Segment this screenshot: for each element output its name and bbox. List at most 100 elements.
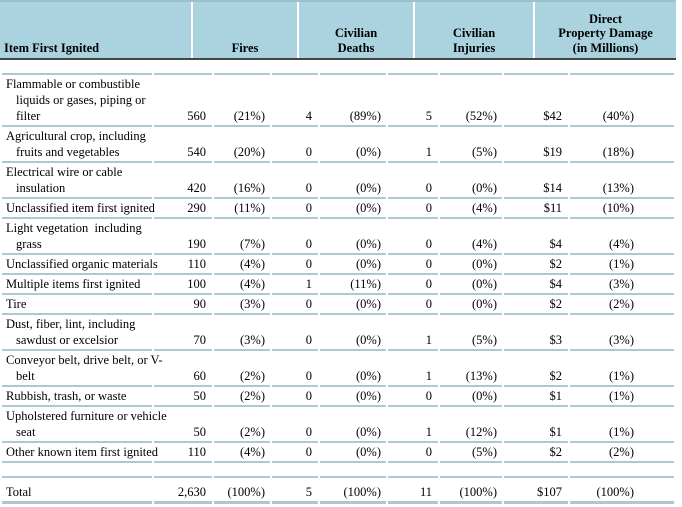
- damage-percent-cell: (13%): [570, 163, 674, 199]
- injuries-count-cell: 1: [388, 315, 438, 351]
- deaths-count-cell: 0: [272, 315, 318, 351]
- item-cell: Dust, fiber, lint, including sawdust or …: [2, 315, 152, 351]
- table-row: Dust, fiber, lint, including sawdust or …: [2, 315, 674, 351]
- fires-percent-cell: (4%): [214, 255, 270, 275]
- total-fires-percent-cell: (100%): [214, 478, 270, 504]
- damage-cell: $19: [504, 127, 568, 163]
- injuries-percent-cell: (0%): [440, 387, 502, 407]
- injuries-count-cell: 0: [388, 219, 438, 255]
- total-row: Total 2,630 (100%) 5 (100%) 11 (100%) $1…: [2, 478, 674, 504]
- injuries-percent-cell: (13%): [440, 351, 502, 387]
- item-cell: Conveyor belt, drive belt, or V- belt: [2, 351, 163, 387]
- damage-percent-cell: (1%): [570, 255, 674, 275]
- fires-count-cell: 190: [154, 219, 212, 255]
- injuries-count-cell: 0: [388, 387, 438, 407]
- deaths-count-cell: 0: [272, 199, 318, 219]
- injuries-count-cell: 0: [388, 443, 438, 463]
- fires-percent-cell: (2%): [214, 351, 270, 387]
- total-damage-cell: $107: [504, 478, 568, 504]
- damage-percent-cell: (3%): [570, 275, 674, 295]
- damage-cell: $14: [504, 163, 568, 199]
- deaths-count-cell: 0: [272, 127, 318, 163]
- table-row: Other known item first ignited 110 (4%) …: [2, 443, 674, 463]
- injuries-percent-cell: (4%): [440, 219, 502, 255]
- total-deaths-count-cell: 5: [272, 478, 318, 504]
- column-header-item-first-ignited: Item First Ignited: [0, 2, 191, 58]
- damage-cell: $1: [504, 407, 568, 443]
- deaths-count-cell: 0: [272, 163, 318, 199]
- total-injuries-count-cell: 11: [388, 478, 438, 504]
- injuries-percent-cell: (0%): [440, 255, 502, 275]
- deaths-percent-cell: (0%): [320, 443, 386, 463]
- damage-percent-cell: (3%): [570, 315, 674, 351]
- spacer-row: [2, 60, 674, 75]
- fires-count-cell: 110: [154, 255, 212, 275]
- damage-cell: $3: [504, 315, 568, 351]
- deaths-percent-cell: (89%): [320, 75, 386, 127]
- injuries-percent-cell: (5%): [440, 315, 502, 351]
- damage-percent-cell: (40%): [570, 75, 674, 127]
- damage-percent-cell: (4%): [570, 219, 674, 255]
- fires-count-cell: 60: [154, 351, 212, 387]
- damage-cell: $4: [504, 275, 568, 295]
- injuries-count-cell: 0: [388, 199, 438, 219]
- injuries-count-cell: 0: [388, 275, 438, 295]
- damage-percent-cell: (18%): [570, 127, 674, 163]
- damage-percent-cell: (1%): [570, 407, 674, 443]
- injuries-count-cell: 0: [388, 163, 438, 199]
- item-cell: Agricultural crop, including fruits and …: [2, 127, 152, 163]
- item-cell: Electrical wire or cable insulation: [2, 163, 152, 199]
- damage-percent-cell: (10%): [570, 199, 674, 219]
- table-row: Conveyor belt, drive belt, or V- belt 60…: [2, 351, 674, 387]
- fires-percent-cell: (2%): [214, 407, 270, 443]
- column-header-civilian-deaths: Civilian Deaths: [299, 2, 413, 58]
- injuries-count-cell: 1: [388, 407, 438, 443]
- fires-count-cell: 100: [154, 275, 212, 295]
- table-row: Multiple items first ignited 100 (4%) 1 …: [2, 275, 674, 295]
- deaths-count-cell: 1: [272, 275, 318, 295]
- table-row: Rubbish, trash, or waste 50 (2%) 0 (0%) …: [2, 387, 674, 407]
- deaths-percent-cell: (0%): [320, 199, 386, 219]
- deaths-count-cell: 0: [272, 443, 318, 463]
- deaths-count-cell: 0: [272, 387, 318, 407]
- damage-cell: $2: [504, 443, 568, 463]
- damage-percent-cell: (2%): [570, 443, 674, 463]
- injuries-percent-cell: (0%): [440, 163, 502, 199]
- injuries-percent-cell: (0%): [440, 275, 502, 295]
- total-injuries-percent-cell: (100%): [440, 478, 502, 504]
- item-cell: Upholstered furniture or vehicle seat: [2, 407, 167, 443]
- injuries-percent-cell: (5%): [440, 443, 502, 463]
- column-header-property-damage: Direct Property Damage (in Millions): [535, 2, 676, 58]
- deaths-percent-cell: (0%): [320, 127, 386, 163]
- fires-count-cell: 560: [154, 75, 212, 127]
- fires-count-cell: 110: [154, 443, 212, 463]
- damage-cell: $1: [504, 387, 568, 407]
- deaths-count-cell: 0: [272, 407, 318, 443]
- damage-cell: $42: [504, 75, 568, 127]
- damage-percent-cell: (2%): [570, 295, 674, 315]
- damage-percent-cell: (1%): [570, 351, 674, 387]
- fires-percent-cell: (4%): [214, 443, 270, 463]
- table-row: Unclassified organic materials 110 (4%) …: [2, 255, 674, 275]
- table-row: Upholstered furniture or vehicle seat 50…: [2, 407, 674, 443]
- table-row: Tire 90 (3%) 0 (0%) 0 (0%) $2 (2%): [2, 295, 674, 315]
- total-deaths-percent-cell: (100%): [320, 478, 386, 504]
- injuries-count-cell: 0: [388, 295, 438, 315]
- item-cell: Light vegetation including grass: [2, 219, 152, 255]
- injuries-percent-cell: (4%): [440, 199, 502, 219]
- deaths-count-cell: 4: [272, 75, 318, 127]
- item-cell: Other known item first ignited: [2, 443, 158, 463]
- total-damage-percent-cell: (100%): [570, 478, 674, 504]
- fires-count-cell: 540: [154, 127, 212, 163]
- table-header-row: Item First Ignited Fires Civilian Deaths…: [0, 0, 676, 60]
- damage-cell: $2: [504, 255, 568, 275]
- fires-count-cell: 290: [154, 199, 212, 219]
- total-label-cell: Total: [2, 478, 152, 504]
- injuries-percent-cell: (12%): [440, 407, 502, 443]
- table-row: Light vegetation including grass 190 (7%…: [2, 219, 674, 255]
- spacer-row: [2, 463, 674, 478]
- injuries-percent-cell: (0%): [440, 295, 502, 315]
- fires-count-cell: 420: [154, 163, 212, 199]
- deaths-percent-cell: (0%): [320, 315, 386, 351]
- item-cell: Tire: [2, 295, 152, 315]
